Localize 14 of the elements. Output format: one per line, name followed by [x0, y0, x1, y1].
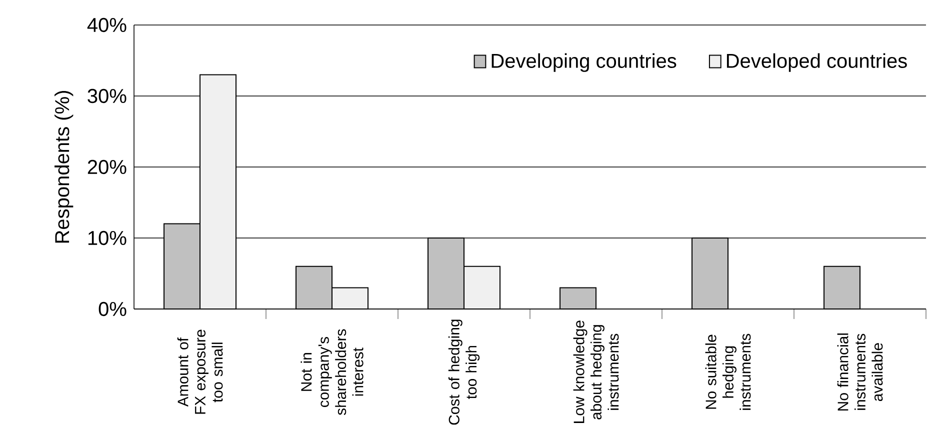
y-tick-label: 0% [98, 302, 126, 316]
x-tick-label: Not in company's shareholders interest [300, 329, 364, 416]
y-tick-label: 20% [88, 160, 126, 174]
y-tick-label: 10% [88, 230, 126, 246]
y-tick-label: 40% [87, 18, 126, 32]
x-tick-label: No financial instruments available [837, 334, 883, 410]
legend-label: Developing countries [492, 53, 676, 72]
y-axis-title: Respondents (%) [54, 91, 74, 243]
x-tick-label: Low knowledge about hedging instruments [573, 320, 619, 423]
x-tick-label: No suitable hedging instruments [705, 334, 751, 410]
x-tick-label: Amount of FX exposure too small [177, 330, 223, 414]
legend-label: Developed countries [726, 53, 907, 72]
y-tick-label: 30% [88, 88, 126, 104]
x-tick-label: Cost of hedging too high [448, 320, 480, 425]
